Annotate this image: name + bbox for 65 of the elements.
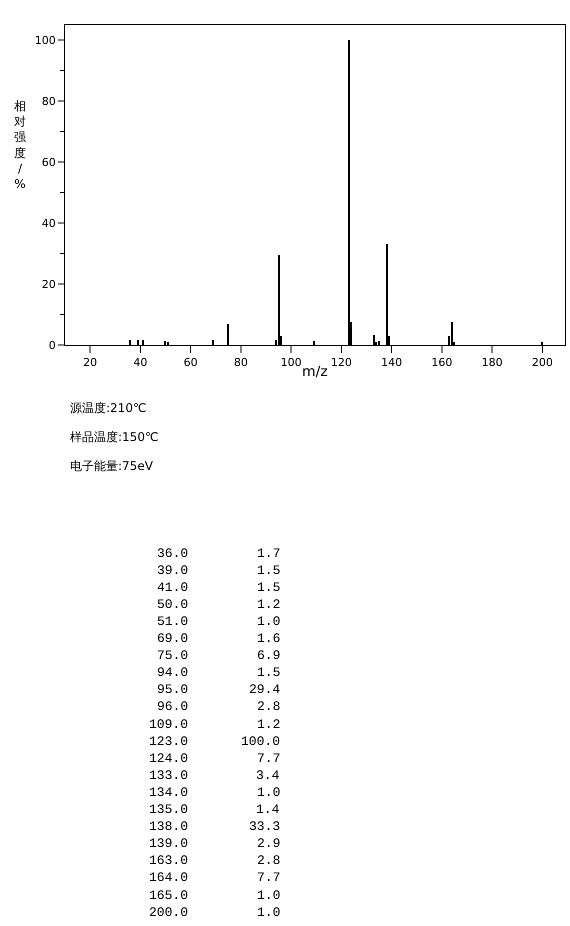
text: 95.0: [157, 682, 188, 697]
text: 1.7: [257, 546, 280, 561]
y-tick-label: 80: [42, 95, 56, 108]
x-tick-label: 100: [280, 356, 302, 370]
text: 41.0: [157, 580, 188, 595]
text: 133.0: [149, 768, 188, 783]
text: 135.0: [149, 802, 188, 817]
text: 123.0: [149, 734, 188, 749]
x-tick-label: 200: [532, 356, 553, 370]
text: 1.0: [257, 905, 280, 920]
x-tick-label: 40: [133, 356, 148, 370]
text: 109.0: [149, 717, 188, 732]
text: 164.0: [149, 870, 188, 885]
text: 2.8: [257, 699, 280, 714]
text: 138.0: [149, 819, 188, 834]
text: 94.0: [157, 665, 188, 680]
x-tick-label: 160: [431, 356, 452, 370]
text: 69.0: [157, 631, 188, 646]
text: 39.0: [157, 563, 188, 578]
text: 50.0: [157, 597, 188, 612]
y-tick-label: 60: [42, 156, 56, 169]
text: 1.5: [257, 580, 280, 595]
text: 3.4: [256, 768, 280, 783]
x-tick-label: 180: [482, 356, 503, 370]
y-tick-label: 40: [42, 216, 56, 230]
text: 124.0: [149, 751, 188, 766]
text: 96.0: [157, 699, 188, 714]
text: 6.9: [257, 648, 280, 663]
x-tick-label: 120: [330, 356, 352, 370]
text: 75.0: [157, 648, 188, 663]
text: 2.9: [257, 836, 280, 851]
text: 134.0: [149, 785, 188, 800]
text: 电子能量:75eV: [70, 459, 154, 473]
text: 1.0: [257, 614, 280, 629]
text: 33.3: [249, 819, 280, 834]
text: 200.0: [149, 905, 188, 920]
text: 1.2: [257, 717, 280, 732]
text: 163.0: [149, 853, 188, 868]
text: 7.7: [257, 870, 280, 885]
y-tick-label: 20: [42, 278, 56, 291]
text: 1.4: [256, 802, 280, 817]
text: 7.7: [257, 751, 280, 766]
text: 样品温度:150℃: [70, 430, 158, 444]
y-axis-title: 相对强度/%: [14, 99, 26, 191]
text: 100.0: [241, 734, 280, 749]
text: 51.0: [157, 614, 188, 629]
y-tick-label: 0: [48, 338, 56, 352]
text: 165.0: [149, 888, 188, 903]
text: 源温度:210℃: [70, 401, 146, 415]
text: 1.0: [257, 785, 280, 800]
text: 1.0: [257, 888, 280, 903]
text: 1.5: [257, 665, 280, 680]
x-tick-label: 20: [83, 356, 98, 370]
text: 36.0: [157, 546, 188, 561]
x-tick-label: 80: [234, 356, 248, 370]
text: 1.5: [257, 563, 280, 578]
y-tick-label: 100: [34, 34, 56, 48]
text: 1.6: [257, 631, 280, 646]
text: 29.4: [249, 682, 280, 697]
x-tick-label: 140: [381, 356, 402, 370]
x-tick-label: 60: [184, 356, 198, 370]
text: 139.0: [149, 836, 188, 851]
text: 1.2: [257, 597, 280, 612]
text: 2.8: [257, 853, 280, 868]
x-axis-title: m/z: [302, 364, 328, 380]
